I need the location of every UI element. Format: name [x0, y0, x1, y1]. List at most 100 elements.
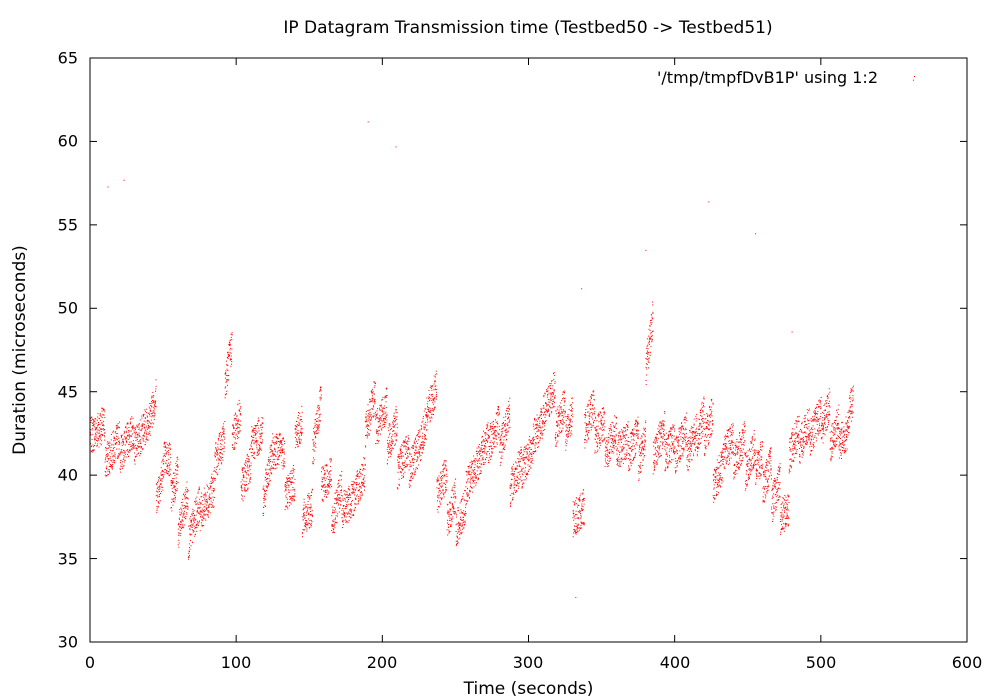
data-point [547, 411, 549, 412]
data-point [182, 501, 184, 503]
data-point [594, 427, 596, 429]
data-point [385, 395, 387, 397]
data-point [365, 410, 367, 412]
data-point [103, 414, 105, 416]
data-point [191, 520, 192, 522]
data-point [243, 476, 245, 478]
data-point [370, 400, 372, 402]
data-point [255, 425, 257, 426]
data-point [417, 452, 419, 454]
data-point [113, 444, 115, 446]
data-point [385, 411, 387, 413]
data-point [104, 429, 105, 430]
data-point [524, 463, 526, 465]
data-point [413, 440, 415, 442]
data-point [561, 423, 563, 425]
data-point [539, 416, 540, 418]
data-point [280, 451, 282, 453]
data-point [211, 482, 213, 484]
data-point [180, 514, 181, 516]
data-point [434, 385, 436, 387]
data-point [223, 433, 224, 435]
data-point [138, 452, 140, 454]
data-point [321, 471, 322, 473]
data-point [587, 433, 588, 435]
data-point [222, 427, 224, 429]
data-point [167, 471, 169, 472]
data-point [228, 355, 230, 357]
data-point [425, 435, 427, 436]
data-point [372, 406, 374, 408]
data-point [292, 495, 294, 497]
data-point [245, 470, 247, 472]
data-point [492, 433, 494, 435]
data-point [440, 497, 442, 499]
data-point [208, 511, 210, 513]
data-point [312, 462, 314, 464]
data-point [318, 416, 320, 418]
data-point [588, 424, 590, 426]
data-point [394, 444, 395, 446]
data-point [571, 421, 573, 423]
data-point [164, 447, 166, 448]
data-point [429, 394, 431, 396]
data-point [251, 426, 253, 428]
data-point [370, 413, 372, 415]
data-point [199, 530, 201, 532]
data-point [587, 405, 589, 407]
data-point [471, 461, 473, 463]
data-point [412, 476, 414, 478]
data-point [523, 462, 525, 464]
data-point [496, 442, 498, 444]
data-point [175, 489, 177, 491]
data-point [194, 527, 196, 528]
data-point [530, 467, 532, 469]
data-point [485, 446, 487, 448]
data-point [162, 458, 164, 460]
data-point [224, 436, 226, 438]
data-point [473, 476, 475, 478]
data-point [203, 518, 205, 519]
data-point [107, 474, 109, 475]
data-point [523, 479, 525, 481]
data-point [122, 442, 124, 444]
data-point [604, 411, 606, 413]
data-point [521, 470, 523, 472]
data-point [254, 432, 256, 434]
data-point [580, 493, 582, 495]
data-point [422, 435, 424, 437]
data-point [479, 470, 481, 472]
data-point [206, 501, 208, 503]
data-point [484, 434, 486, 436]
data-point [483, 445, 485, 447]
data-point [455, 524, 457, 526]
data-point [323, 485, 325, 486]
data-point [388, 434, 390, 436]
data-point [318, 425, 319, 427]
data-point [264, 490, 266, 492]
data-point [257, 425, 259, 426]
data-point [448, 531, 450, 533]
data-point [388, 453, 389, 455]
data-point [284, 453, 286, 455]
data-point [347, 511, 349, 513]
data-point [529, 440, 531, 442]
data-point [601, 435, 603, 437]
data-point [535, 450, 537, 452]
data-point [257, 427, 259, 429]
data-point [480, 455, 482, 457]
data-point [155, 379, 157, 381]
data-point [498, 409, 500, 411]
data-point [314, 433, 316, 435]
data-point [374, 401, 375, 403]
data-point [354, 502, 356, 504]
data-point [256, 452, 258, 454]
data-point [183, 527, 185, 529]
data-point [361, 492, 363, 494]
data-point [253, 439, 255, 441]
data-point [576, 525, 578, 527]
data-point [478, 473, 480, 475]
data-point [111, 444, 113, 446]
data-point [557, 424, 559, 426]
data-point [220, 460, 222, 462]
